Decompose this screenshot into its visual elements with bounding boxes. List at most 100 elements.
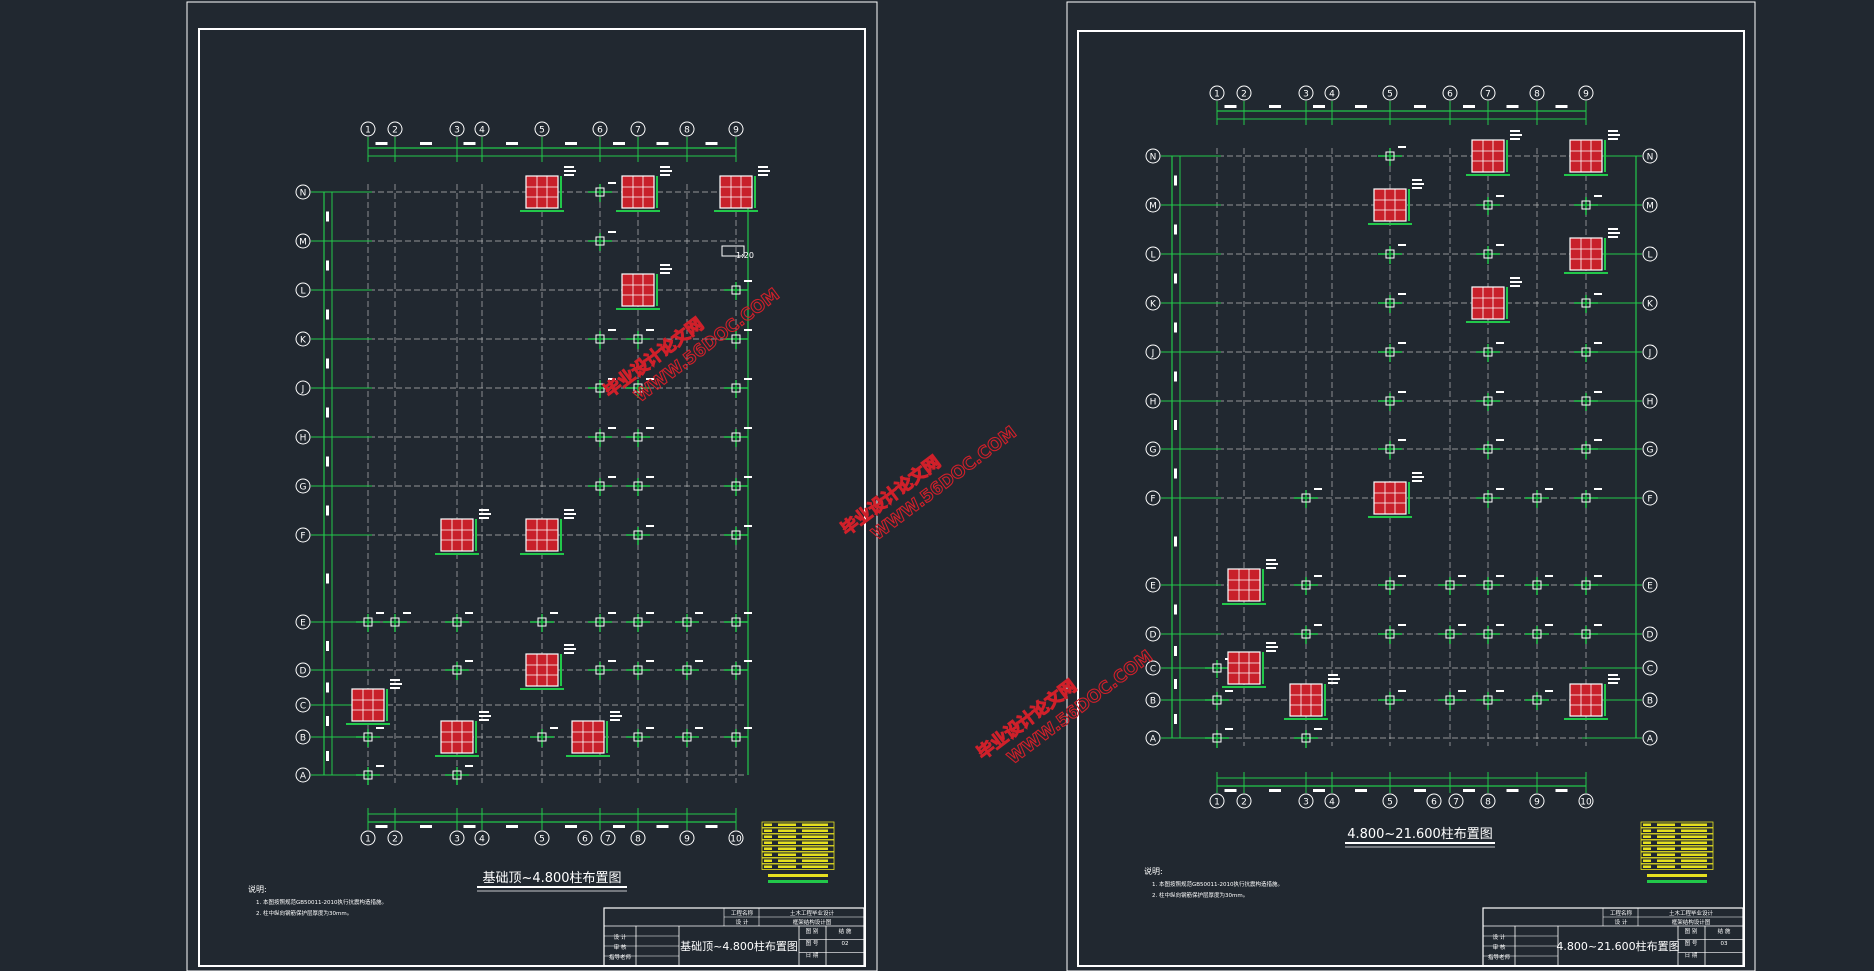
axis-bubble-left-label: H: [300, 434, 307, 444]
title-block-text: 指导老师: [609, 953, 632, 961]
column-section: [1569, 139, 1603, 173]
axis-bubble-left-label: J: [301, 385, 305, 395]
column-tag: [646, 660, 654, 662]
title-block-text: 工程名称: [731, 909, 754, 917]
small-column: [1378, 439, 1406, 459]
column-section: [1227, 651, 1261, 685]
dimension-text-mark: [1269, 789, 1281, 792]
column-outline: [731, 481, 741, 491]
column-section: [1227, 568, 1261, 602]
column-tag: [1412, 183, 1424, 185]
small-column: [1378, 690, 1406, 710]
column-tag: [1458, 575, 1466, 577]
column-dimension: [714, 210, 758, 212]
small-column: [1476, 624, 1504, 644]
column-tag: [479, 517, 489, 519]
column-outline: [731, 432, 741, 442]
axis-bubble-bottom-circle: [1324, 793, 1340, 809]
column-tag: [1398, 575, 1406, 577]
axis-bubble-left-circle: [295, 767, 311, 783]
small-column: [1476, 439, 1504, 459]
column-tag: [744, 612, 752, 614]
column-dimension: [475, 519, 477, 551]
column-outline: [682, 665, 692, 675]
floor-table-cell: [764, 847, 772, 850]
column-tag: [390, 683, 402, 685]
column-outline: [537, 732, 547, 742]
small-column: [445, 612, 473, 632]
axis-bubble-right-label: M: [1646, 202, 1654, 212]
large-column: [1564, 130, 1620, 176]
dimension-text-mark: [1506, 105, 1519, 108]
column-tag: [1496, 195, 1504, 197]
column-tag: [744, 427, 752, 429]
large-column: [520, 509, 576, 555]
sheet-outer-border: [1066, 1, 1756, 971]
small-column: [724, 612, 752, 632]
axis-bubble-left-circle: [1145, 246, 1161, 262]
axis-bubble-top-circle: [449, 121, 465, 137]
dimension-text-mark: [326, 573, 329, 584]
column-outline: [633, 334, 643, 344]
small-column: [724, 329, 752, 349]
floor-table-row: [1640, 857, 1714, 864]
column-tag: [564, 517, 574, 519]
column-section: [1289, 683, 1323, 717]
axis-bubble-left-label: J: [1151, 349, 1155, 359]
floor-table-cell: [1643, 841, 1651, 844]
axis-bubble-top-label: 1: [365, 126, 371, 136]
column-tag: [1608, 228, 1618, 230]
column-tag: [608, 427, 616, 429]
column-tag: [1266, 563, 1278, 565]
column-tag: [1608, 678, 1620, 680]
floor-table-cell: [778, 859, 796, 862]
small-column: [530, 612, 558, 632]
column-tag: [1594, 342, 1602, 344]
column-outline: [363, 617, 373, 627]
dimension-text-mark: [326, 309, 329, 320]
column-outline: [1532, 493, 1542, 503]
column-outline: [1385, 396, 1395, 406]
floor-table-row: [761, 839, 835, 846]
axis-bubble-top-label: 7: [635, 126, 641, 136]
floor-table-row: [1640, 845, 1714, 852]
column-dimension: [1408, 189, 1410, 221]
column-dimension: [616, 308, 660, 310]
floor-table-cell: [1681, 841, 1707, 844]
axis-bubble-right-label: D: [1647, 631, 1654, 641]
axis-bubble-left-label: G: [1150, 446, 1157, 456]
column-outline: [452, 665, 462, 675]
column-tag: [564, 513, 576, 515]
column-tag: [1398, 244, 1406, 246]
floor-table-cell: [802, 823, 828, 826]
column-section: [1471, 139, 1505, 173]
axis-bubble-left-label: E: [1150, 582, 1156, 592]
column-dimension: [435, 553, 479, 555]
column-tag: [1496, 439, 1504, 441]
axis-bubble-right-circle: [1642, 490, 1658, 506]
column-outline: [731, 732, 741, 742]
column-outline: [1212, 695, 1222, 705]
column-tag: [1608, 134, 1620, 136]
column-tag: [1412, 476, 1424, 478]
detail-callout: [721, 245, 745, 257]
column-tag: [1496, 244, 1504, 246]
axis-bubble-left-circle: [295, 478, 311, 494]
axis-bubble-top-circle: [1382, 85, 1398, 101]
axis-bubble-left-label: F: [300, 532, 305, 542]
column-tag: [1608, 232, 1620, 234]
column-outline: [633, 530, 643, 540]
floor-table-cell: [1657, 823, 1675, 826]
axis-bubble-left-circle: [1145, 577, 1161, 593]
column-tag: [1496, 488, 1504, 490]
column-dimension: [656, 274, 658, 306]
small-column: [724, 280, 752, 300]
large-column: [1466, 277, 1522, 323]
column-tag: [646, 727, 654, 729]
axis-bubble-top-label: 9: [1583, 90, 1589, 100]
small-column: [1476, 342, 1504, 362]
column-tag: [610, 711, 620, 713]
small-column: [1525, 488, 1553, 508]
floor-table-cell: [1681, 835, 1707, 838]
